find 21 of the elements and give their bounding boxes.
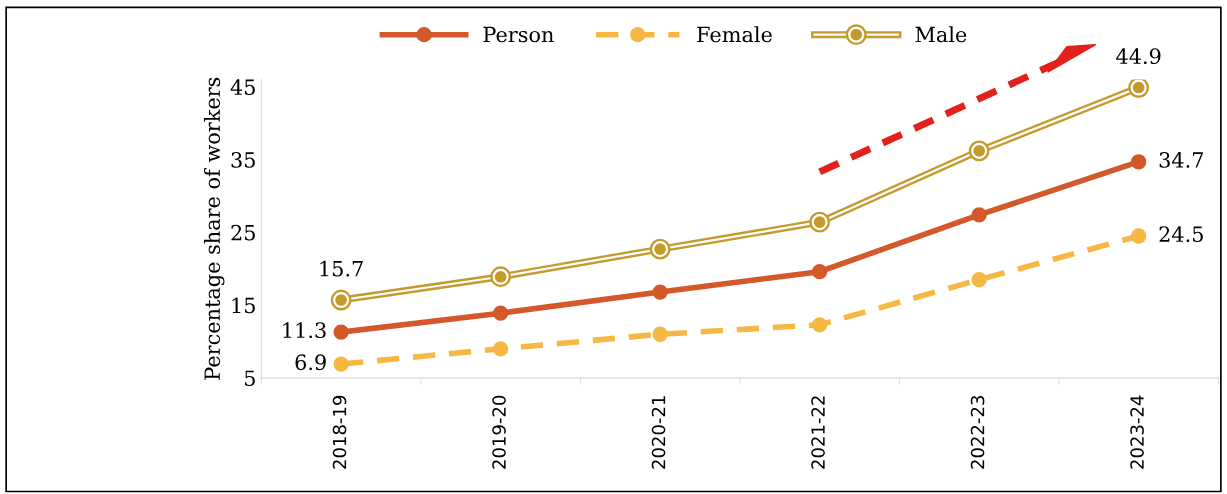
x-tick-label: 2020-21 bbox=[651, 396, 666, 469]
y-tick-label: 45 bbox=[230, 79, 255, 96]
y-tick-label: 5 bbox=[245, 370, 255, 387]
x-tick-label: 2021-22 bbox=[811, 396, 825, 469]
legend-label: Person bbox=[483, 26, 554, 43]
x-tick-label: 2023-24 bbox=[1130, 395, 1144, 469]
y-tick-label: 35 bbox=[231, 152, 255, 168]
data-label: 6.9 bbox=[295, 354, 326, 371]
data-label: 24.5 bbox=[1159, 226, 1203, 243]
legend-label: Female bbox=[697, 26, 772, 43]
y-tick-label: 25 bbox=[231, 224, 255, 241]
x-tick-label: 2019-20 bbox=[492, 395, 506, 469]
x-tick-label: 2018-19 bbox=[332, 395, 347, 469]
data-label: 15.7 bbox=[320, 260, 363, 277]
y-axis-title: Percentage share of workers bbox=[203, 77, 225, 380]
data-label: 11.3 bbox=[283, 322, 326, 339]
x-tick-label: 2022-23 bbox=[970, 396, 985, 469]
y-tick-label: 15 bbox=[232, 297, 255, 314]
data-label: 34.7 bbox=[1159, 152, 1203, 168]
legend-label: Male bbox=[915, 26, 967, 43]
data-label: 44.9 bbox=[1116, 48, 1161, 65]
